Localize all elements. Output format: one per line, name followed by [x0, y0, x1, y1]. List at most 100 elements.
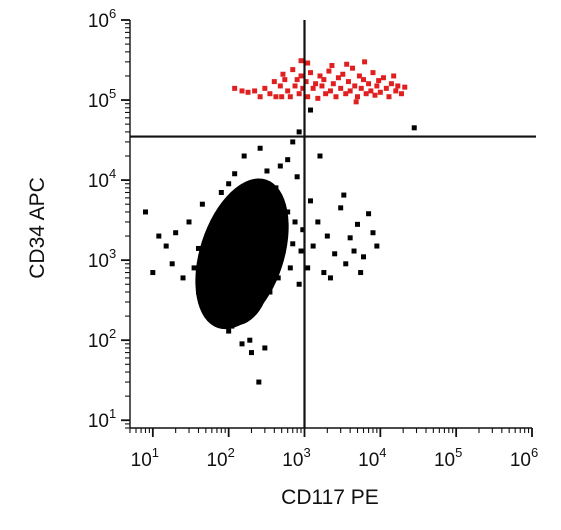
data-point — [340, 71, 346, 77]
data-point — [252, 195, 258, 201]
series-1 — [232, 58, 408, 105]
data-point — [239, 88, 245, 94]
data-point — [329, 63, 335, 69]
data-point — [321, 270, 327, 276]
data-point — [280, 71, 286, 77]
data-point — [330, 81, 336, 87]
data-point — [211, 224, 217, 230]
minor-ticks — [121, 19, 533, 437]
data-point — [285, 209, 291, 215]
data-point — [180, 275, 186, 281]
data-point — [195, 289, 201, 295]
data-point — [343, 261, 349, 267]
data-point — [271, 79, 277, 85]
data-point — [355, 221, 361, 227]
data-point — [257, 145, 263, 151]
data-point — [186, 219, 192, 225]
data-point — [257, 94, 263, 100]
data-point — [218, 189, 224, 195]
data-point — [282, 230, 288, 236]
x-tick-label: 104 — [358, 445, 386, 471]
data-point — [366, 81, 372, 87]
outlier-point — [411, 125, 417, 131]
data-point — [234, 281, 240, 287]
data-point — [267, 91, 273, 97]
data-point — [224, 305, 230, 311]
data-point — [333, 94, 339, 100]
data-point — [374, 83, 380, 89]
data-point — [338, 205, 344, 211]
data-point — [332, 251, 338, 257]
data-point — [203, 294, 209, 300]
data-point — [345, 79, 351, 85]
data-point — [380, 75, 386, 81]
data-point — [232, 171, 238, 177]
data-point — [338, 85, 344, 91]
data-point — [296, 129, 302, 135]
data-point — [395, 83, 401, 89]
data-point — [308, 198, 314, 204]
data-point — [220, 275, 226, 281]
data-point — [237, 233, 243, 239]
data-point — [248, 350, 254, 356]
data-point — [368, 88, 374, 94]
data-point — [305, 60, 311, 66]
data-point — [252, 88, 258, 94]
data-point — [292, 219, 298, 225]
data-point — [377, 89, 383, 95]
data-point — [226, 328, 232, 334]
data-point — [310, 85, 316, 91]
y-tick-label: 101 — [88, 406, 116, 432]
data-point — [163, 243, 169, 249]
data-point — [243, 299, 249, 305]
data-point — [361, 254, 367, 260]
data-point — [287, 94, 293, 100]
series-0 — [142, 129, 380, 385]
data-point — [323, 91, 329, 97]
data-point — [398, 91, 404, 97]
y-tick-label: 103 — [88, 246, 116, 272]
data-point — [285, 157, 291, 163]
y-axis-title: CD34 APC — [26, 177, 49, 279]
data-point — [226, 181, 232, 187]
data-point — [315, 219, 321, 225]
data-point — [195, 245, 201, 251]
plot-area — [121, 19, 536, 437]
data-point — [344, 61, 350, 67]
data-point — [209, 261, 215, 267]
data-point — [313, 81, 319, 87]
data-point — [317, 153, 323, 159]
data-point — [279, 251, 285, 257]
data-point — [216, 251, 222, 257]
data-point — [324, 233, 330, 239]
data-point — [206, 235, 212, 241]
data-point — [294, 77, 300, 83]
data-point — [362, 59, 368, 65]
data-point — [287, 265, 293, 271]
data-point — [229, 323, 235, 329]
data-point — [294, 174, 300, 180]
data-point — [347, 235, 353, 241]
data-point — [222, 214, 228, 220]
data-point — [156, 233, 162, 239]
data-points — [142, 58, 417, 385]
data-point — [343, 91, 349, 97]
data-point — [239, 254, 245, 260]
x-axis-title: CD117 PE — [281, 486, 379, 509]
data-point — [305, 94, 311, 100]
data-point — [363, 91, 369, 97]
data-point — [351, 248, 357, 254]
data-point — [300, 85, 306, 91]
data-point — [327, 275, 333, 281]
data-point — [388, 81, 394, 87]
data-point — [273, 94, 279, 100]
data-point — [298, 58, 304, 64]
data-point — [273, 185, 279, 191]
y-tick-label: 102 — [88, 326, 116, 352]
data-point — [232, 85, 238, 91]
data-point — [352, 83, 358, 89]
data-point — [290, 67, 296, 73]
data-point — [275, 275, 281, 281]
data-point — [290, 139, 296, 145]
data-point — [402, 84, 408, 90]
